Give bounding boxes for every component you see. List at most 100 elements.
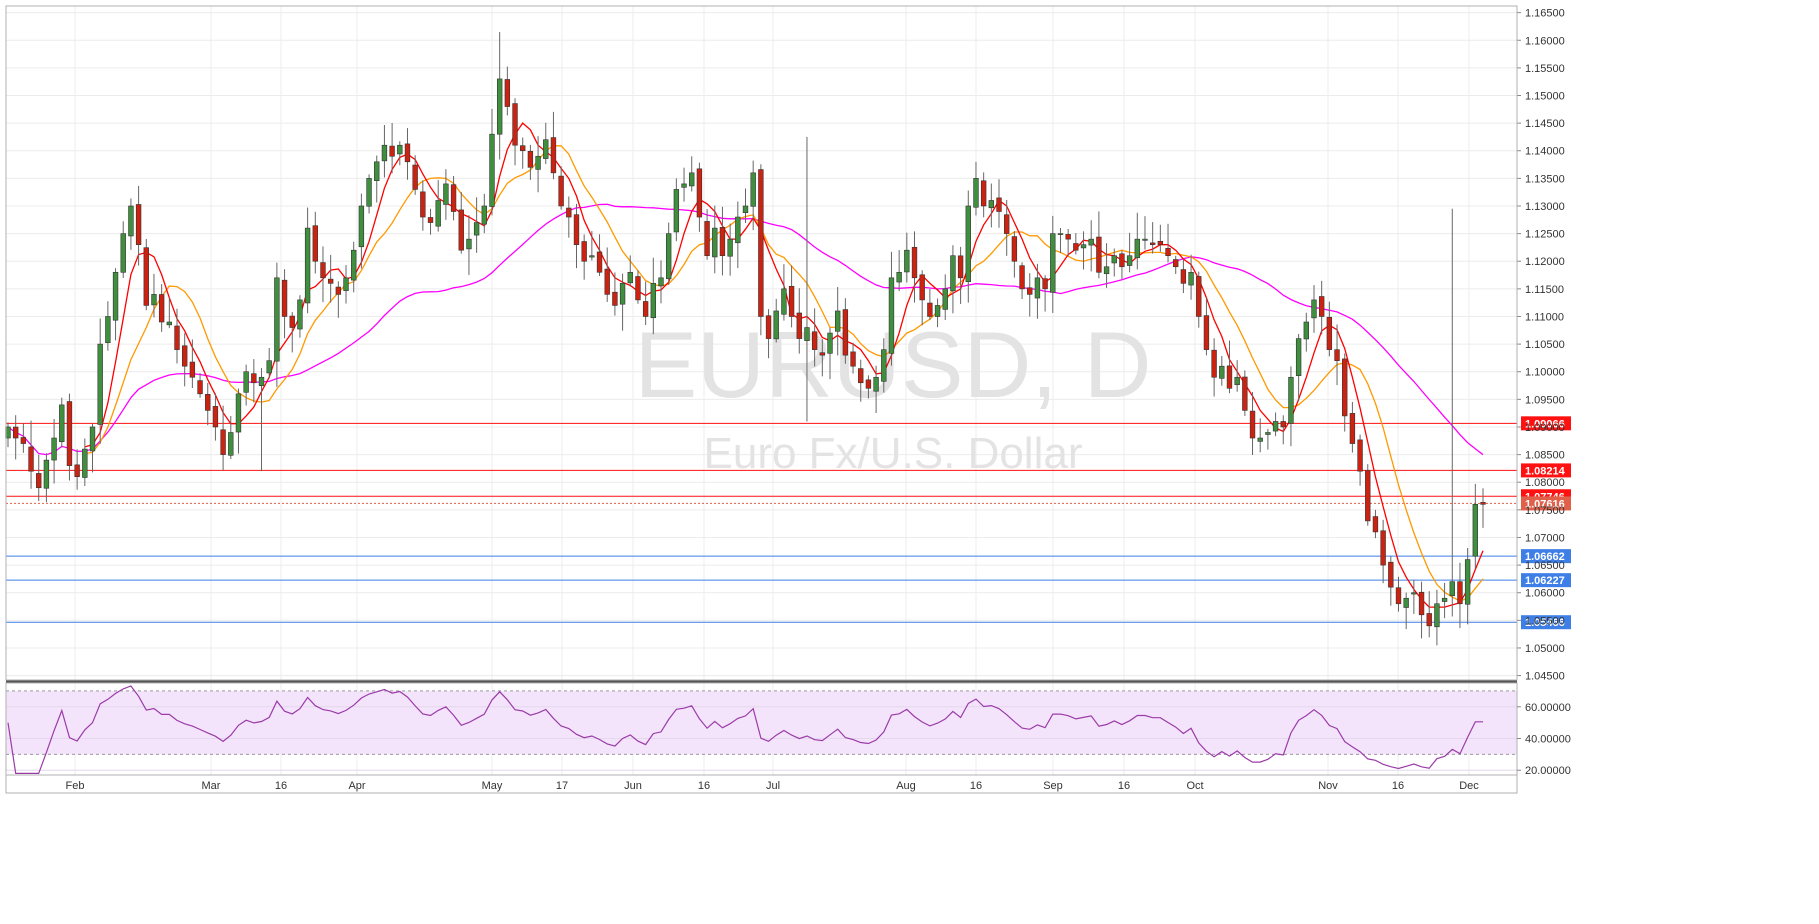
candle[interactable] [343,277,349,291]
candle[interactable] [1027,287,1033,295]
candle[interactable] [765,315,772,339]
candle[interactable] [788,285,795,317]
candle[interactable] [51,437,57,461]
candle[interactable] [673,189,680,233]
candle[interactable] [128,205,134,237]
candle[interactable] [1234,376,1240,386]
candle[interactable] [404,143,411,163]
candle[interactable] [66,401,73,466]
candle[interactable] [1349,413,1356,444]
candle[interactable] [973,178,979,208]
candle[interactable] [243,371,249,393]
candle[interactable] [89,426,96,452]
candle[interactable] [535,155,541,170]
candle[interactable] [1188,271,1194,286]
candle[interactable] [1395,587,1402,605]
candle[interactable] [235,393,242,433]
candle[interactable] [212,406,219,428]
candle[interactable] [996,197,1002,212]
candle[interactable] [1103,266,1110,275]
candle[interactable] [712,227,718,258]
candle[interactable] [1434,603,1440,628]
candle[interactable] [1065,234,1071,240]
candle[interactable] [819,352,826,356]
candle[interactable] [758,169,764,317]
candle[interactable] [151,294,157,306]
candle[interactable] [658,277,664,287]
candle[interactable] [904,249,910,273]
candle[interactable] [1096,236,1102,273]
candle[interactable] [919,274,925,301]
candle[interactable] [1411,592,1417,595]
candle[interactable] [389,145,395,157]
candle[interactable] [1380,530,1386,566]
candle[interactable] [1165,248,1171,257]
candle[interactable] [297,299,303,330]
candle[interactable] [1173,259,1179,268]
candle[interactable] [1303,321,1309,340]
candle[interactable] [1372,516,1379,533]
candle[interactable] [842,309,849,356]
candle[interactable] [704,221,710,257]
candle[interactable] [543,139,549,159]
candle[interactable] [1257,437,1263,442]
candle[interactable] [1219,365,1225,379]
candle[interactable] [258,376,265,386]
candle[interactable] [358,205,365,248]
candle[interactable] [1226,365,1233,389]
candle[interactable] [143,247,149,306]
candle[interactable] [1418,591,1425,616]
candle[interactable] [220,429,226,455]
candle[interactable] [36,473,42,489]
candle[interactable] [1334,349,1340,361]
candle[interactable] [174,325,180,350]
candle[interactable] [496,78,503,135]
candle[interactable] [281,279,288,317]
candle[interactable] [727,238,733,257]
candle[interactable] [881,349,887,382]
candle[interactable] [504,79,511,107]
candle[interactable] [850,351,856,367]
candle[interactable] [1441,597,1448,602]
candle[interactable] [289,315,295,328]
candle[interactable] [596,251,603,273]
candle[interactable] [1073,243,1079,251]
candle[interactable] [835,310,841,332]
candle[interactable] [251,373,257,384]
candle[interactable] [811,331,818,350]
candle[interactable] [742,205,749,214]
candle[interactable] [82,448,88,478]
candle[interactable] [1342,358,1348,417]
candle[interactable] [1196,276,1202,317]
candle[interactable] [804,327,810,341]
candle[interactable] [366,178,372,207]
candle[interactable] [865,379,872,389]
candle[interactable] [1272,421,1279,432]
candle[interactable] [665,233,672,280]
candle[interactable] [1357,439,1363,472]
candle[interactable] [1011,236,1018,262]
candle[interactable] [520,145,526,152]
candle[interactable] [1111,255,1117,264]
candle[interactable] [381,144,388,162]
candle[interactable] [20,437,27,444]
candle[interactable] [1050,233,1056,293]
candle[interactable] [681,183,687,188]
candle[interactable] [781,288,787,315]
candle[interactable] [312,225,318,262]
candle[interactable] [1449,581,1455,597]
candle[interactable] [1019,265,1025,290]
candle[interactable] [189,361,196,378]
candle[interactable] [1088,238,1094,246]
candle[interactable] [443,183,449,205]
candle[interactable] [1326,316,1333,350]
candle[interactable] [435,200,441,227]
candle[interactable] [166,321,173,326]
candle[interactable] [412,164,418,190]
candle[interactable] [927,302,933,317]
candle[interactable] [427,217,434,223]
candle[interactable] [1057,233,1064,235]
candle[interactable] [397,144,403,155]
candle[interactable] [858,368,864,384]
